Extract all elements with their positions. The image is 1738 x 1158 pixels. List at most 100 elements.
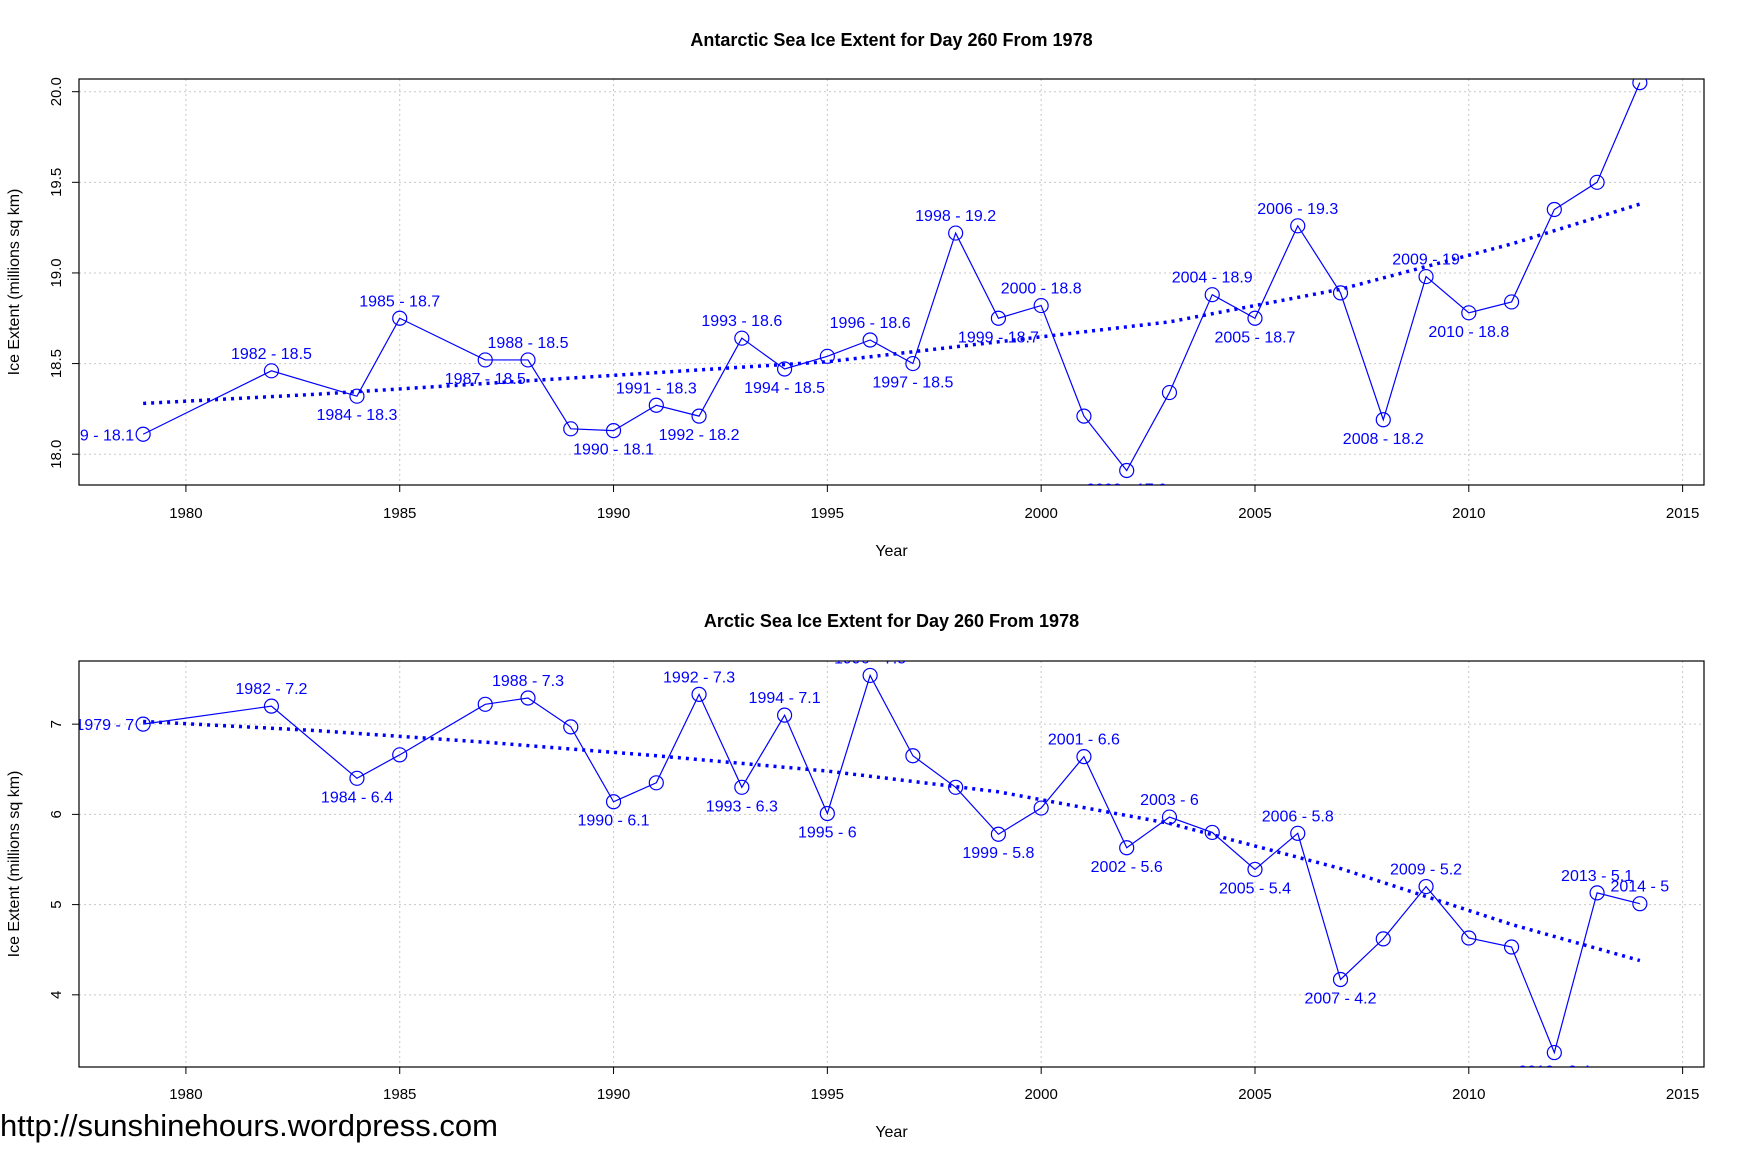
data-point <box>1204 287 1220 303</box>
y-tick-label: 18.5 <box>48 349 65 378</box>
data-point <box>1332 285 1349 301</box>
data-label: 1993 - 6.3 <box>706 798 778 815</box>
data-label: 1988 - 7.3 <box>492 673 564 690</box>
x-tick-label: 2005 <box>1238 1086 1271 1103</box>
data-label: 1984 - 6.4 <box>321 789 393 806</box>
data-point <box>520 690 536 706</box>
data-point <box>1632 79 1648 91</box>
data-point <box>1076 749 1092 765</box>
data-point <box>392 310 408 326</box>
data-label: 1979 - 18.1 <box>53 427 134 444</box>
data-point <box>776 707 793 723</box>
data-label: 2010 - 18.8 <box>1428 324 1509 341</box>
data-point <box>1461 305 1477 321</box>
data-label: 2014 - 5 <box>1610 879 1669 896</box>
x-tick-label: 1985 <box>383 505 416 522</box>
chart-title: Arctic Sea Ice Extent for Day 260 From 1… <box>704 611 1079 631</box>
chart-panel-1: Antarctic Sea Ice Extent for Day 260 Fro… <box>6 30 1705 560</box>
data-point <box>349 388 365 404</box>
data-point <box>1632 896 1648 912</box>
data-point <box>862 332 878 348</box>
data-point <box>648 397 664 413</box>
data-label: 2013 - 5.1 <box>1561 868 1633 885</box>
y-tick-label: 7 <box>48 720 65 728</box>
chart-title: Antarctic Sea Ice Extent for Day 260 Fro… <box>690 30 1092 50</box>
data-label: 1993 - 18.6 <box>701 313 782 330</box>
data-label: 1982 - 7.2 <box>235 681 307 698</box>
plot-area: 1979 - 7 1982 - 7.2 1984 - 6.4 1988 - 7.3 19… <box>79 661 1669 1081</box>
data-label: 1985 - 18.7 <box>359 293 440 310</box>
data-point <box>691 686 707 702</box>
data-point <box>1418 878 1434 895</box>
y-tick-label: 19.0 <box>48 258 65 287</box>
data-point <box>1247 861 1263 878</box>
data-label: 1999 - 18.7 <box>958 329 1039 346</box>
data-point <box>349 770 365 786</box>
x-tick-label: 1990 <box>597 1086 630 1103</box>
data-label: 2005 - 18.7 <box>1215 329 1296 346</box>
data-point <box>948 779 964 795</box>
x-tick-label: 2010 <box>1452 1086 1485 1103</box>
data-point <box>1546 201 1562 218</box>
data-point <box>1332 971 1349 988</box>
x-tick-label: 2005 <box>1238 505 1271 522</box>
data-label: 2009 - 19 <box>1392 252 1460 269</box>
x-tick-label: 1980 <box>169 505 202 522</box>
x-tick-label: 2015 <box>1666 1086 1699 1103</box>
data-label: 2014 - 20.1 <box>1599 58 1680 75</box>
data-point <box>563 421 579 437</box>
data-label: 2008 - 18.2 <box>1343 431 1424 448</box>
data-point <box>563 719 579 735</box>
data-point <box>948 225 964 241</box>
data-point <box>734 779 750 795</box>
data-label: 1984 - 18.3 <box>316 407 397 424</box>
data-point <box>1461 930 1477 946</box>
plot-area: 1979 - 18.1 1982 - 18.5 1984 - 18.3 1985 - … <box>53 58 1680 499</box>
data-point <box>1503 294 1520 310</box>
data-point <box>1161 809 1178 825</box>
data-point <box>734 330 750 346</box>
data-point <box>1546 1044 1562 1061</box>
data-label: 1997 - 18.5 <box>872 375 953 392</box>
data-label: 2000 - 18.8 <box>1001 281 1082 298</box>
y-tick-label: 20.0 <box>48 77 65 106</box>
y-tick-label: 5 <box>48 900 65 908</box>
data-label: 1982 - 18.5 <box>231 346 312 363</box>
data-point <box>263 698 280 714</box>
data-point <box>648 775 664 791</box>
data-label: 1994 - 7.1 <box>749 690 821 707</box>
y-tick-label: 19.5 <box>48 168 65 197</box>
data-point <box>1033 297 1049 314</box>
y-axis-label: Ice Extent (millions sq km) <box>6 771 23 958</box>
x-tick-label: 1990 <box>597 505 630 522</box>
plot-frame <box>78 660 1705 1068</box>
x-tick-label: 2000 <box>1024 505 1057 522</box>
x-tick-label: 2015 <box>1666 505 1699 522</box>
data-label: 2012 - 3.4 <box>1518 1064 1590 1081</box>
data-label: 1991 - 18.3 <box>616 380 697 397</box>
source-url[interactable]: http://sunshinehours.wordpress.com <box>0 1108 498 1143</box>
data-label: 2002 - 17.9 <box>1086 482 1167 499</box>
data-point <box>1503 939 1520 955</box>
data-point <box>1119 840 1135 856</box>
plot-frame <box>78 78 1705 486</box>
data-point <box>819 805 835 822</box>
data-point <box>1589 174 1605 190</box>
data-label: 2007 - 4.2 <box>1304 990 1376 1007</box>
data-point <box>605 423 622 439</box>
x-axis-label: Year <box>875 1124 908 1141</box>
data-point <box>392 747 408 763</box>
data-label: 2003 - 6 <box>1140 792 1199 809</box>
chart-panel-2: Arctic Sea Ice Extent for Day 260 From 1… <box>6 611 1705 1141</box>
series-line <box>142 82 1641 472</box>
data-label: 1990 - 6.1 <box>578 813 650 830</box>
data-label: 1996 - 18.6 <box>830 315 911 332</box>
data-label: 1998 - 19.2 <box>915 208 996 225</box>
data-point <box>1076 408 1092 424</box>
data-label: 2006 - 5.8 <box>1262 808 1334 825</box>
data-point <box>691 408 707 424</box>
data-point <box>135 716 151 732</box>
data-point <box>1161 384 1178 401</box>
data-label: 1999 - 5.8 <box>962 845 1034 862</box>
